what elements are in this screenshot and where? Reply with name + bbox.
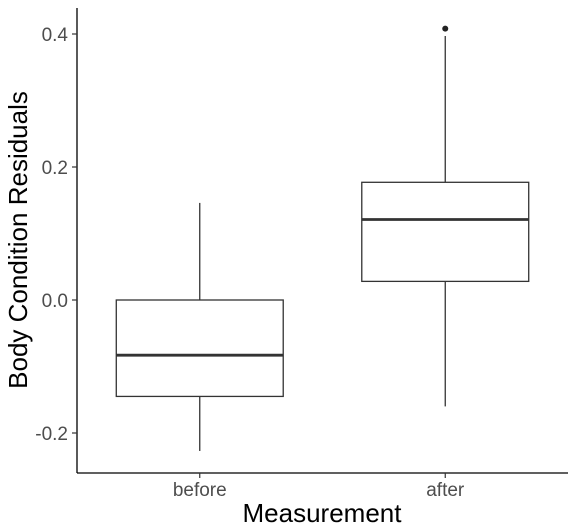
x-tick-label: after [426,480,465,501]
y-ticks: -0.2 0.0 0.2 0.4 [35,25,77,445]
y-tick-label: 0.0 [42,291,68,312]
y-tick-label: 0.4 [42,25,69,46]
box-after [361,25,530,407]
x-ticks: before after [173,473,465,501]
x-tick-label: before [173,480,227,501]
box-iqr [115,299,284,398]
boxes-layer [115,25,530,451]
y-axis-title: Body Condition Residuals [3,91,33,389]
y-tick-label: -0.2 [35,424,68,445]
y-tick-label: 0.2 [42,158,68,179]
box-iqr [361,181,530,283]
x-axis-title: Measurement [243,498,403,528]
outlier-point [442,25,449,32]
axes-layer [76,8,568,474]
box-before [115,202,284,451]
